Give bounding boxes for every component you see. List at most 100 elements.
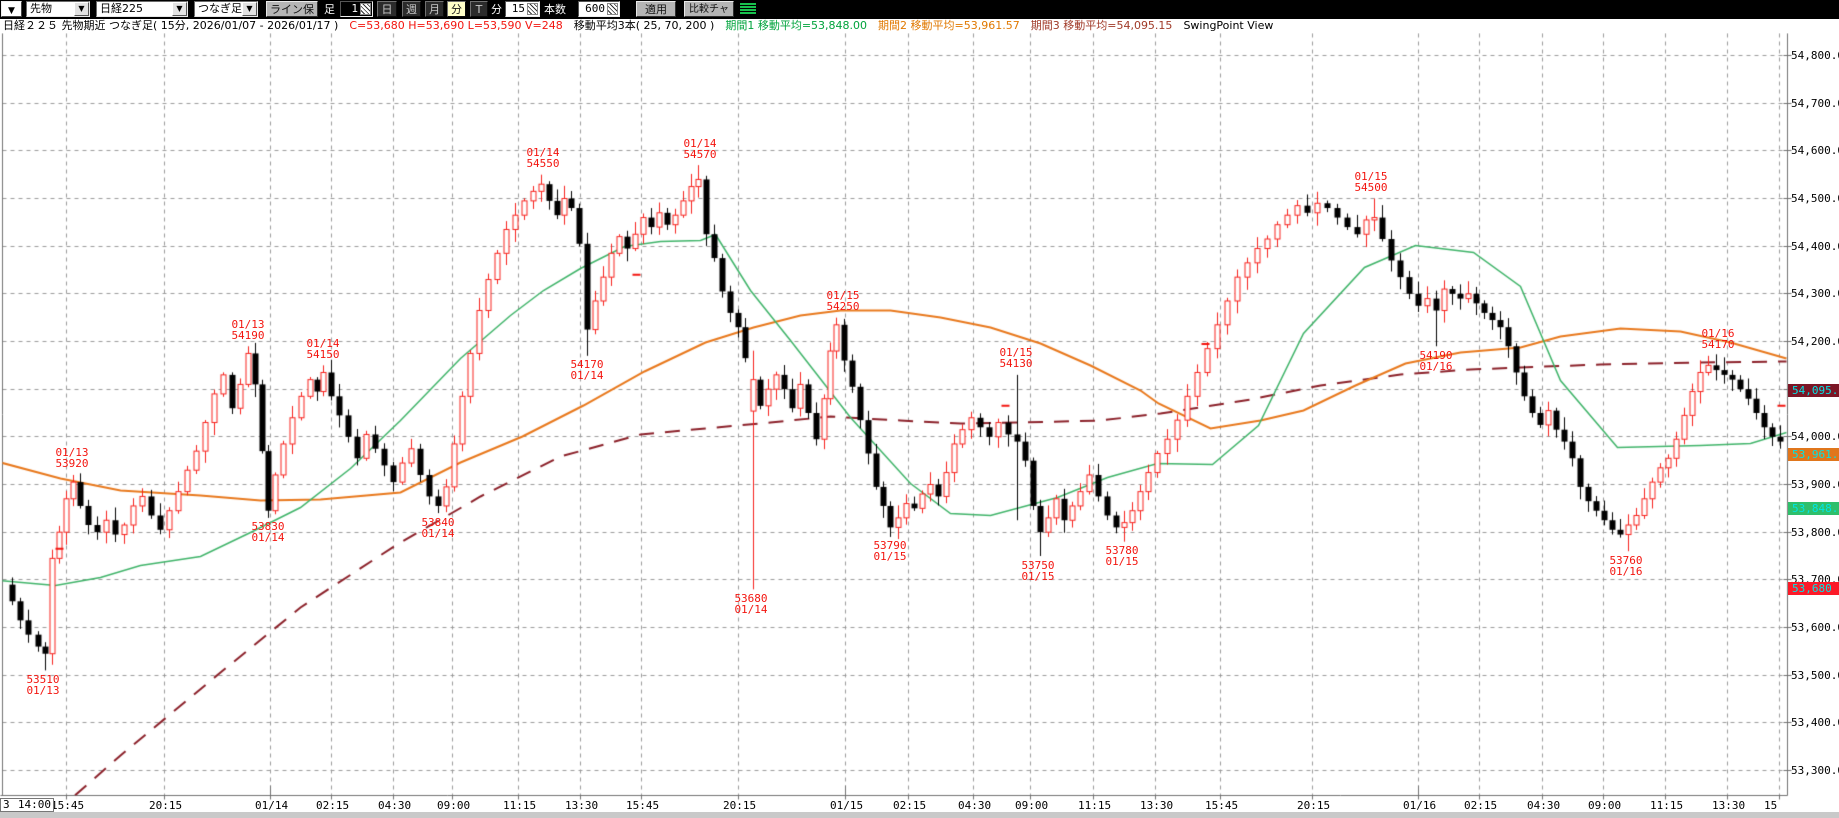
info-segment: 移動平均3本( 25, 70, 200 )	[573, 19, 715, 32]
price-marker-box: 53,961.57	[1788, 448, 1839, 462]
count-input[interactable]: 600	[578, 1, 620, 17]
swingpoint-label-low: 53840 01/14	[421, 515, 455, 540]
bar-label: 足	[324, 3, 335, 16]
period-week-button[interactable]: 週	[402, 1, 421, 17]
time-axis-label: 02:15	[893, 799, 927, 812]
time-axis-label: 04:30	[1527, 799, 1561, 812]
time-axis-label: 15:45	[626, 799, 660, 812]
info-segment: 期間3 移動平均=54,095.15	[1030, 19, 1173, 32]
bar-count-value: 1	[351, 2, 358, 15]
chart-type-value: つなぎ足	[198, 2, 242, 15]
time-axis-label: 09:00	[437, 799, 471, 812]
swingpoint-label-high: 01/15 54250	[826, 289, 860, 314]
swingpoint-label-high: 01/13 54190	[231, 317, 265, 342]
swingpoint-label-high: 01/16 54170	[1701, 327, 1735, 352]
chevron-down-icon[interactable]: ▼	[74, 2, 89, 16]
info-segment: C=53,680 H=53,690 L=53,590 V=248	[349, 19, 563, 32]
time-axis-label: 01/16	[1403, 799, 1437, 812]
price-axis-label: 53,600.00	[1791, 621, 1839, 633]
swingpoint-label-low: 54170 01/14	[570, 358, 604, 383]
period-tick-button[interactable]: T	[470, 1, 488, 17]
time-axis-label: 20:15	[723, 799, 757, 812]
info-segment: SwingPoint View	[1183, 19, 1274, 32]
chevron-down-icon[interactable]: ▼	[172, 2, 187, 16]
price-axis-label: 54,300.00	[1791, 287, 1839, 300]
time-axis-label: 13:30	[1712, 799, 1746, 812]
time-axis-label: 04:30	[958, 799, 992, 812]
time-axis-label: 02:15	[1464, 799, 1498, 812]
price-axis-label: 54,000.00	[1791, 430, 1839, 443]
period-minute-button[interactable]: 分	[447, 1, 466, 17]
swingpoint-label-low: 53750 01/15	[1021, 558, 1055, 583]
price-marker-box: 53,680	[1788, 582, 1839, 596]
price-axis-label: 53,900.00	[1791, 478, 1839, 490]
chevron-down-icon[interactable]: ▼	[242, 2, 257, 16]
time-axis-label: 13:30	[565, 799, 599, 812]
time-axis-label: 13:30	[1140, 799, 1174, 812]
minute-value: 15	[511, 2, 525, 15]
period-day-button[interactable]: 日	[377, 1, 397, 17]
info-segment: 日経２２５ 先物期近 つなぎ足( 15分, 2026/01/07 - 2026/…	[3, 19, 339, 32]
swingpoint-label-low: 53680 01/14	[734, 591, 768, 616]
count-value: 600	[585, 2, 605, 15]
time-axis-label: 02:15	[316, 799, 350, 812]
price-marker-box: 53,848.00	[1788, 502, 1839, 516]
time-axis-label: 20:15	[1297, 799, 1331, 812]
green-lines-icon[interactable]	[740, 3, 756, 15]
time-axis-label: 04:30	[378, 799, 412, 812]
apply-button[interactable]: 適用	[636, 1, 676, 17]
spinner-icon[interactable]	[607, 3, 618, 15]
swingpoint-label-low: 53780 01/15	[1105, 544, 1139, 569]
market-select-value: 先物	[30, 2, 52, 15]
left-edge-time-indicator: 3 14:00	[0, 798, 54, 812]
left-edge-time: 14:00	[17, 798, 51, 811]
time-axis-label: 11:15	[1078, 799, 1112, 812]
minute-input[interactable]: 15	[505, 1, 540, 17]
bar-count-input[interactable]: 1	[340, 1, 373, 17]
price-axis-label: 54,500.00	[1791, 192, 1839, 204]
mini-dropdown[interactable]: ▼	[1, 1, 22, 17]
swingpoint-label-high: 01/14 54570	[683, 136, 717, 161]
time-axis-label: 15	[1764, 799, 1778, 812]
left-edge-day: 3	[3, 798, 10, 811]
symbol-select-value: 日経225	[100, 2, 143, 15]
save-line-button[interactable]: ライン保存	[266, 1, 318, 30]
price-axis-label: 54,200.00	[1791, 335, 1839, 347]
period-month-button[interactable]: 月	[425, 1, 444, 17]
time-axis-label: 11:15	[503, 799, 537, 812]
swingpoint-label-high: 01/15 54500	[1354, 170, 1388, 194]
price-axis-label: 54,800.00	[1791, 49, 1839, 61]
time-axis-label: 15:45	[51, 799, 85, 812]
chart-type-select[interactable]: つなぎ足 ▼	[194, 1, 258, 17]
info-segment: 期間2 移動平均=53,961.57	[878, 19, 1020, 32]
window-bottom-edge	[0, 812, 1839, 818]
market-select[interactable]: 先物 ▼	[26, 1, 90, 17]
swingpoint-label-high: 01/15 54130	[999, 346, 1033, 371]
minute-label: 分	[491, 3, 502, 16]
price-axis-label: 54,700.00	[1791, 96, 1839, 109]
compare-chart-button[interactable]: 比較チャート	[684, 1, 734, 29]
swingpoint-label-low: 53510 01/13	[26, 672, 60, 697]
time-axis-label: 11:15	[1650, 799, 1684, 812]
chart-toolbar: ▼ 先物 ▼ 日経225 ▼ つなぎ足 ▼ ライン保存 足 1 日 週 月 分 …	[0, 0, 1839, 30]
swingpoint-label-high: 01/14 54150	[306, 336, 340, 361]
price-axis-label: 53,300.00	[1791, 764, 1839, 776]
swingpoint-label-low: 53830 01/14	[251, 520, 285, 545]
info-segment: 期間1 移動平均=53,848.00	[725, 19, 868, 32]
spinner-icon[interactable]	[360, 3, 371, 15]
price-marker-box: 54,095.15	[1788, 384, 1839, 398]
price-axis-label: 53,400.00	[1791, 716, 1839, 729]
symbol-select[interactable]: 日経225 ▼	[96, 1, 188, 17]
time-axis-label: 01/14	[255, 799, 289, 812]
chart-info-bar: 日経２２５ 先物期近 つなぎ足( 15分, 2026/01/07 - 2026/…	[0, 19, 1839, 33]
count-label: 本数	[544, 3, 566, 16]
spinner-icon[interactable]	[527, 3, 538, 15]
price-axis-label: 54,400.00	[1791, 239, 1839, 252]
time-axis-label: 01/15	[830, 799, 864, 812]
time-axis-label: 20:15	[149, 799, 183, 812]
time-axis-label: 09:00	[1588, 799, 1622, 812]
swingpoint-label-low: 53760 01/16	[1609, 553, 1643, 578]
price-axis-label: 54,600.00	[1791, 144, 1839, 157]
